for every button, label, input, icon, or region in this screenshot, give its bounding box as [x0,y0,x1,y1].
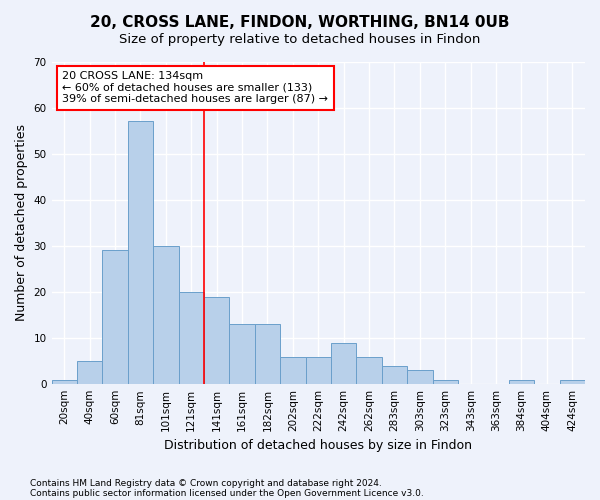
Bar [128,122,153,384]
Text: 20, CROSS LANE, FINDON, WORTHING, BN14 0UB: 20, CROSS LANE, FINDON, WORTHING, BN14 0… [90,15,510,30]
Bar [204,296,229,384]
Bar [305,356,331,384]
X-axis label: Distribution of detached houses by size in Findon: Distribution of detached houses by size … [164,440,472,452]
Bar [509,380,534,384]
Text: Contains public sector information licensed under the Open Government Licence v3: Contains public sector information licen… [30,488,424,498]
Bar [255,324,280,384]
Bar [77,361,103,384]
Bar [560,380,585,384]
Bar [179,292,204,384]
Bar [331,342,356,384]
Bar [52,380,77,384]
Bar [280,356,305,384]
Bar [382,366,407,384]
Bar [229,324,255,384]
Bar [407,370,433,384]
Bar [153,246,179,384]
Text: Contains HM Land Registry data © Crown copyright and database right 2024.: Contains HM Land Registry data © Crown c… [30,478,382,488]
Text: 20 CROSS LANE: 134sqm
← 60% of detached houses are smaller (133)
39% of semi-det: 20 CROSS LANE: 134sqm ← 60% of detached … [62,71,328,104]
Bar [433,380,458,384]
Bar [103,250,128,384]
Text: Size of property relative to detached houses in Findon: Size of property relative to detached ho… [119,32,481,46]
Bar [356,356,382,384]
Y-axis label: Number of detached properties: Number of detached properties [15,124,28,322]
